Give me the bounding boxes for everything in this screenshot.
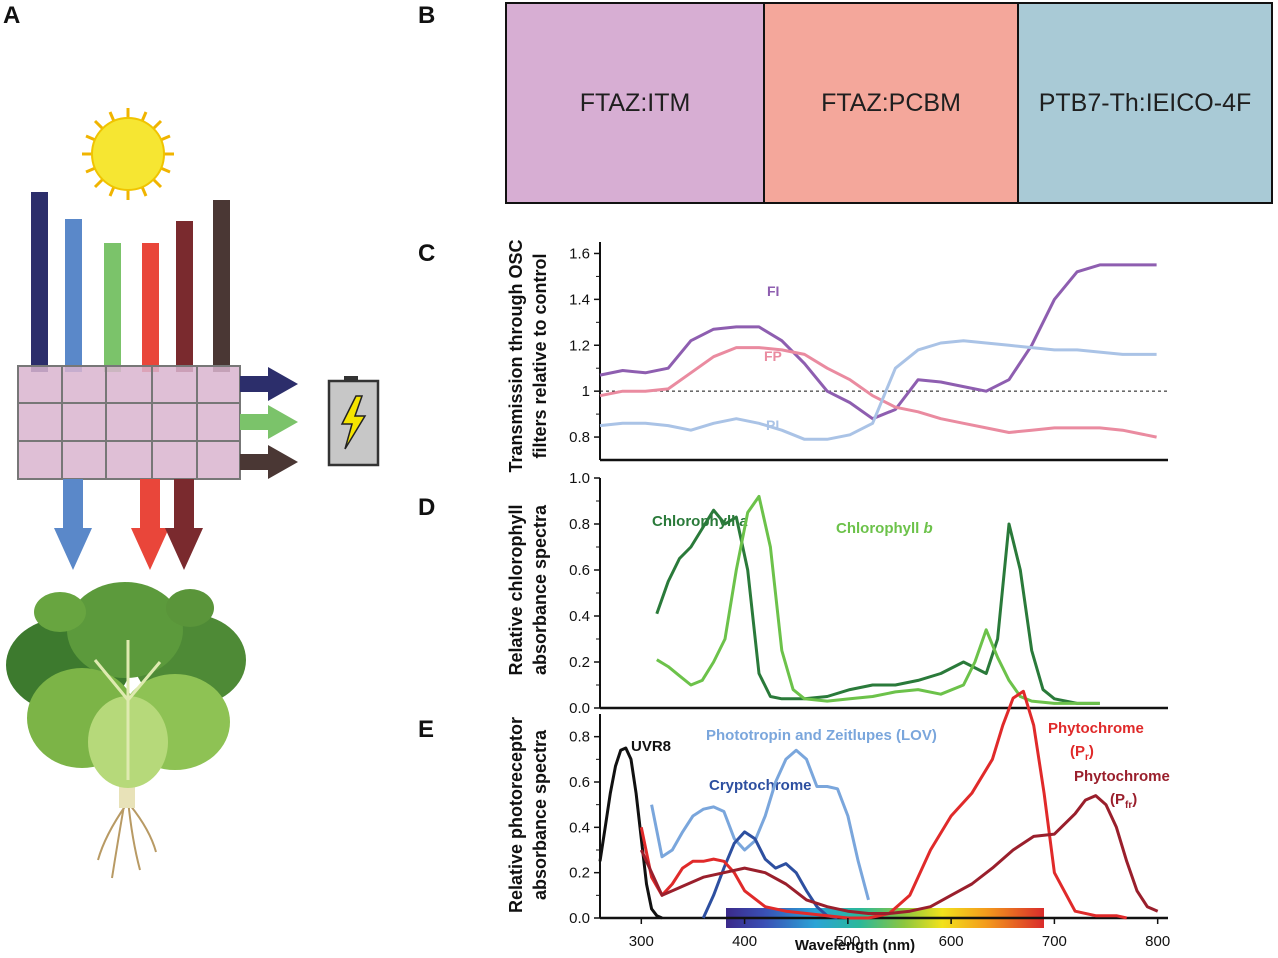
series-line-phototropin-and-zeitlupes-lov- xyxy=(650,748,870,901)
osc-panel xyxy=(17,365,241,480)
beam-in xyxy=(31,192,48,372)
x-tick-label: 500 xyxy=(835,933,860,950)
y-tick-label: 0.8 xyxy=(569,729,590,746)
sun-icon xyxy=(82,108,174,200)
beam-in xyxy=(213,200,230,372)
y-tick-label: 1 xyxy=(582,383,590,400)
e-ylabel: Relative photoreceptor xyxy=(506,717,526,913)
battery-icon xyxy=(327,376,380,467)
filter-swatch-ftaz-itm: FTAZ:ITM xyxy=(507,4,763,202)
x-tick-label: 400 xyxy=(732,933,757,950)
y-tick-label: 0.4 xyxy=(569,608,590,625)
divider xyxy=(763,2,765,204)
beam-transmitted xyxy=(54,479,92,570)
divider xyxy=(1017,2,1019,204)
beam-in xyxy=(65,219,82,372)
series-line-chlorophyll-a xyxy=(655,508,1100,705)
series-line-uvr8 xyxy=(598,746,663,920)
series-line-pi xyxy=(599,339,1157,441)
y-tick-label: 1.4 xyxy=(569,291,590,308)
series-line-phytochrome-pr- xyxy=(639,689,1128,920)
series-label-cryptochrome: Cryptochrome xyxy=(709,777,812,794)
y-tick-label: 0.0 xyxy=(569,700,590,717)
series-label-phy-fr: Phytochrome xyxy=(1074,768,1170,785)
series-line-fp xyxy=(599,346,1157,439)
series-label-fp: FP xyxy=(764,348,782,364)
y-tick-label: 0.6 xyxy=(569,774,590,791)
y-tick-label: 1.2 xyxy=(569,337,590,354)
filter-label: FTAZ:ITM xyxy=(579,88,691,117)
series-label-lov: Phototropin and Zeitlupes (LOV) xyxy=(706,727,937,744)
series-line-fi xyxy=(599,263,1157,421)
series-label-phy-r-sub: (Pr) xyxy=(1070,743,1094,763)
e-ylabel: absorbance spectra xyxy=(530,729,550,900)
filter-label: PTB7-Th:IEICO-4F xyxy=(1038,88,1252,117)
x-axis-label: Wavelength (nm) xyxy=(795,937,915,954)
beam-in xyxy=(176,221,193,372)
y-tick-label: 0.2 xyxy=(569,654,590,671)
x-tick-label: 600 xyxy=(939,933,964,950)
x-tick-label: 300 xyxy=(629,933,654,950)
y-tick-label: 0.6 xyxy=(569,562,590,579)
series-label-phy-fr-sub: (Pfr) xyxy=(1110,791,1137,811)
panel-label-e: E xyxy=(418,716,435,743)
y-tick-label: 1.0 xyxy=(569,470,590,487)
x-tick-label: 800 xyxy=(1145,933,1170,950)
lettuce-plant-icon xyxy=(6,582,246,879)
c-ylabel: Transmission through OSC xyxy=(506,239,526,472)
series-label-fi: FI xyxy=(767,283,779,299)
beam-transmitted xyxy=(165,479,203,570)
panel-b-frame xyxy=(505,2,1273,204)
y-tick-label: 0.8 xyxy=(569,429,590,446)
panel-label-d: D xyxy=(418,494,436,521)
series-label-chl-a: Chlorophyll a xyxy=(652,513,748,530)
series-label-uvr8: UVR8 xyxy=(631,738,671,755)
beam-in xyxy=(104,243,121,372)
panel-label-c: C xyxy=(418,240,436,267)
y-tick-label: 0.0 xyxy=(569,910,590,927)
filter-swatch-ftaz-pcbm: FTAZ:PCBM xyxy=(765,4,1017,202)
absorbed-arrows xyxy=(240,367,298,479)
series-label-chl-b: Chlorophyll b xyxy=(836,520,933,537)
beam-in xyxy=(142,243,159,372)
filter-label: FTAZ:PCBM xyxy=(821,88,961,117)
y-tick-label: 0.4 xyxy=(569,819,590,836)
x-tick-label: 700 xyxy=(1042,933,1067,950)
y-tick-label: 0.8 xyxy=(569,516,590,533)
y-tick-label: 1.6 xyxy=(569,245,590,262)
series-line-chlorophyll-b xyxy=(656,494,1100,705)
d-ylabel: absorbance spectra xyxy=(530,504,550,675)
filter-swatch-ptb7: PTB7-Th:IEICO-4F xyxy=(1019,4,1271,202)
y-tick-label: 0.2 xyxy=(569,865,590,882)
beam-transmitted xyxy=(131,479,169,570)
d-ylabel: Relative chlorophyll xyxy=(506,504,526,675)
c-ylabel: filters relative to control xyxy=(530,253,550,458)
panel-label-b: B xyxy=(418,2,436,29)
panel-a-illustration xyxy=(6,108,380,879)
series-line-phytochrome-pfr- xyxy=(639,794,1159,915)
panel-label-a: A xyxy=(3,2,21,29)
series-label-phy-r: Phytochrome xyxy=(1048,720,1144,737)
